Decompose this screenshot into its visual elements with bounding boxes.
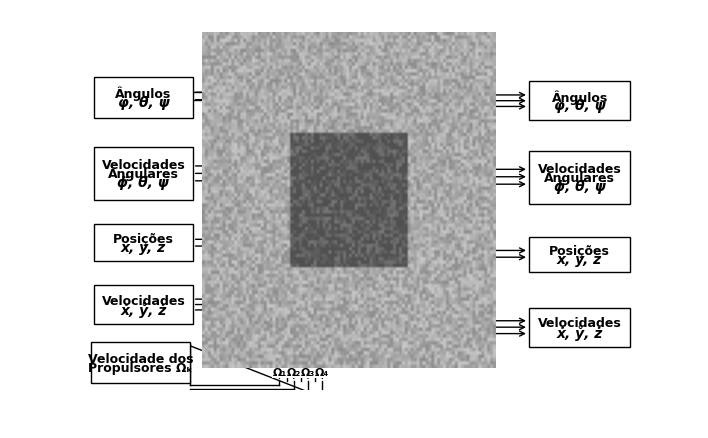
Text: Posições: Posições — [113, 232, 173, 245]
Text: Propulsores Ωₖ: Propulsores Ωₖ — [88, 361, 193, 374]
Text: φ, θ, ψ: φ, θ, ψ — [118, 95, 169, 110]
Text: Ângulos: Ângulos — [552, 90, 607, 104]
Text: Velocidades: Velocidades — [101, 159, 185, 172]
FancyBboxPatch shape — [245, 78, 473, 363]
FancyBboxPatch shape — [529, 237, 630, 272]
Text: Angulares: Angulares — [108, 167, 179, 180]
FancyBboxPatch shape — [94, 148, 193, 200]
Text: Velocidades: Velocidades — [537, 163, 622, 176]
FancyBboxPatch shape — [529, 308, 630, 347]
FancyBboxPatch shape — [91, 343, 190, 383]
Text: ϕ̇, θ̇, ψ̇: ϕ̇, θ̇, ψ̇ — [554, 180, 605, 194]
Text: ϕ̇, θ̇, ψ̇: ϕ̇, θ̇, ψ̇ — [118, 176, 169, 190]
Text: Ângulos: Ângulos — [115, 86, 171, 101]
Text: x, y, z: x, y, z — [557, 252, 603, 266]
Text: Posições: Posições — [549, 244, 610, 257]
Text: Ω₃: Ω₃ — [301, 367, 315, 377]
Text: Ω₄: Ω₄ — [315, 367, 329, 377]
FancyBboxPatch shape — [94, 286, 193, 324]
Text: Velocidade dos: Velocidade dos — [88, 352, 193, 365]
Text: Velocidades: Velocidades — [101, 294, 185, 307]
FancyBboxPatch shape — [251, 329, 467, 360]
Text: Angulares: Angulares — [544, 172, 615, 184]
FancyBboxPatch shape — [94, 225, 193, 261]
Text: Ω₂: Ω₂ — [287, 367, 301, 377]
FancyBboxPatch shape — [529, 152, 630, 204]
Text: Dinâmica do Sistema: Dinâmica do Sistema — [285, 338, 433, 351]
Text: Velocidades: Velocidades — [537, 317, 622, 329]
Text: φ, θ, ψ: φ, θ, ψ — [554, 99, 605, 113]
FancyBboxPatch shape — [94, 78, 193, 118]
Text: Ω₁: Ω₁ — [273, 367, 287, 377]
Text: ẋ, ẙ, ż: ẋ, ẙ, ż — [556, 324, 603, 340]
Text: x, y, z: x, y, z — [121, 240, 166, 254]
Text: ẋ, ẙ, ż: ẋ, ẙ, ż — [120, 301, 166, 317]
FancyBboxPatch shape — [529, 82, 630, 121]
